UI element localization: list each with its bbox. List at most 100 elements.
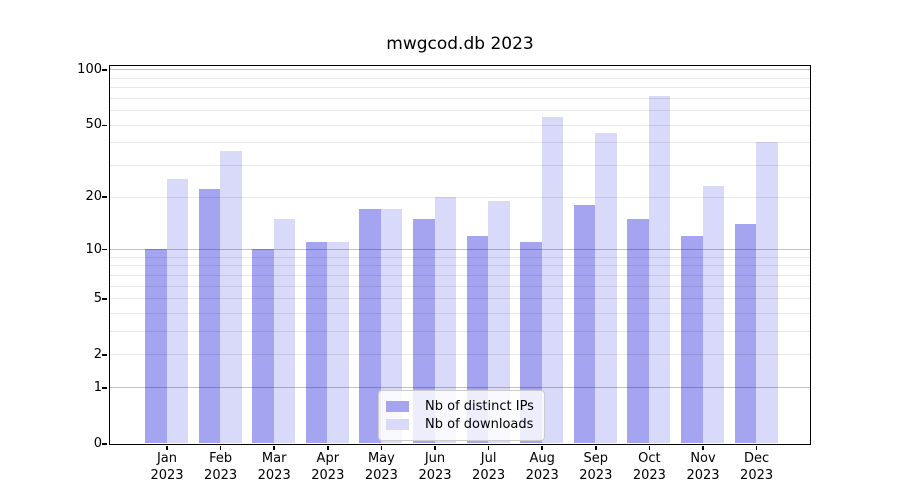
bar-distinct-ips — [252, 249, 274, 444]
gridline-minor — [109, 77, 810, 79]
gridline-minor — [109, 87, 810, 89]
gridline-major — [109, 387, 810, 389]
month-label-line: 2023 — [204, 468, 238, 483]
legend-item-distinct-ips: Nb of distinct IPs — [386, 398, 534, 415]
x-tick-mark — [541, 445, 543, 450]
bar-distinct-ips — [413, 218, 435, 444]
gridline-minor — [109, 274, 810, 276]
y-tick-label: 2 — [93, 346, 102, 362]
month-label-line: Apr — [316, 451, 340, 466]
month-label-line: Nov — [690, 451, 716, 466]
legend: Nb of distinct IPs Nb of downloads — [378, 390, 545, 441]
gridline-minor — [109, 354, 810, 356]
bar-downloads — [648, 95, 671, 444]
bar-downloads — [380, 209, 403, 444]
bar-distinct-ips — [145, 249, 167, 444]
y-tick-mark — [102, 443, 107, 445]
y-tick-label: 20 — [85, 189, 102, 205]
month-label: Oct 2023 — [619, 450, 679, 484]
gridline-minor — [109, 196, 810, 198]
y-tick-label: 5 — [93, 290, 102, 306]
month-label: Dec 2023 — [727, 450, 787, 484]
y-tick-label: 1 — [93, 379, 102, 395]
gridline-minor — [109, 256, 810, 258]
bar-distinct-ips — [573, 204, 596, 444]
x-tick-mark — [434, 445, 436, 450]
month-label-line: 2023 — [364, 468, 398, 483]
bar-downloads — [488, 200, 510, 444]
x-tick-mark — [648, 445, 651, 450]
gridline-major — [109, 69, 810, 71]
month-label-line: Feb — [209, 451, 233, 466]
gridline-minor — [109, 142, 810, 144]
x-tick-mark — [380, 445, 383, 450]
gridline-minor — [109, 313, 810, 315]
y-tick-mark — [102, 354, 107, 356]
month-label-line: Jan — [156, 451, 178, 466]
month-label-line: 2023 — [257, 468, 291, 483]
month-label-line: Mar — [261, 451, 287, 466]
x-tick-mark — [219, 445, 222, 450]
month-label-line: Dec — [744, 451, 770, 466]
month-label: Jul 2023 — [459, 450, 519, 484]
bar-downloads — [327, 242, 349, 444]
month-label-line: Oct — [638, 451, 661, 466]
bar-downloads — [166, 179, 188, 444]
gridline-major — [109, 249, 810, 251]
bar-distinct-ips — [359, 209, 381, 444]
gridline-minor — [109, 298, 810, 300]
bar-distinct-ips — [681, 235, 703, 444]
month-label-line: Aug — [529, 451, 555, 466]
gridline-minor — [109, 265, 810, 267]
legend-item-downloads: Nb of downloads — [386, 416, 534, 433]
chart-title: mwgcod.db 2023 — [386, 34, 534, 54]
month-label: Nov 2023 — [673, 450, 733, 484]
bar-downloads — [273, 218, 296, 444]
bar-downloads — [756, 142, 778, 444]
month-label-line: 2023 — [579, 468, 613, 483]
bar-distinct-ips — [305, 242, 328, 444]
gridline-minor — [109, 124, 810, 126]
month-label-line: 2023 — [472, 468, 506, 483]
gridline-minor — [109, 165, 810, 167]
month-label-line: Sep — [583, 451, 609, 466]
y-tick-mark — [102, 248, 107, 251]
x-tick-mark — [755, 445, 758, 450]
month-label: Jun 2023 — [405, 450, 465, 484]
x-tick-mark — [487, 445, 490, 450]
x-tick-mark — [273, 445, 275, 450]
month-label-line: Jul — [480, 451, 497, 466]
x-tick-mark — [166, 445, 168, 450]
month-label: May 2023 — [351, 450, 411, 484]
bar-downloads — [541, 117, 564, 444]
gridline-minor — [109, 285, 810, 287]
y-tick-label: 100 — [77, 61, 102, 77]
legend-label-downloads: Nb of downloads — [425, 417, 534, 432]
bar-downloads — [595, 133, 617, 444]
bar-distinct-ips — [198, 189, 221, 444]
y-tick-label: 50 — [85, 117, 102, 133]
y-tick-mark — [102, 124, 107, 127]
bar-distinct-ips — [734, 223, 757, 444]
month-label-line: 2023 — [418, 468, 452, 483]
month-label: Aug 2023 — [512, 450, 572, 484]
legend-swatch-downloads — [386, 419, 409, 430]
bar-downloads — [220, 150, 242, 444]
bar-distinct-ips — [627, 218, 649, 444]
y-tick-mark — [102, 387, 107, 389]
y-tick-label: 0 — [93, 436, 102, 451]
legend-label-distinct-ips: Nb of distinct IPs — [425, 399, 534, 414]
plot-area — [108, 64, 811, 445]
x-tick-mark — [595, 445, 597, 450]
month-label-line: 2023 — [311, 468, 345, 483]
gridline-minor — [109, 110, 810, 112]
month-label-line: 2023 — [686, 468, 720, 483]
month-label-line: May — [367, 451, 395, 466]
y-tick-mark — [102, 196, 107, 198]
month-label: Jan 2023 — [137, 450, 197, 484]
bar-downloads — [702, 185, 724, 444]
y-tick-mark — [102, 298, 107, 300]
month-label-line: 2023 — [632, 468, 666, 483]
month-label-line: Jun — [424, 451, 446, 466]
x-tick-mark — [327, 445, 329, 450]
